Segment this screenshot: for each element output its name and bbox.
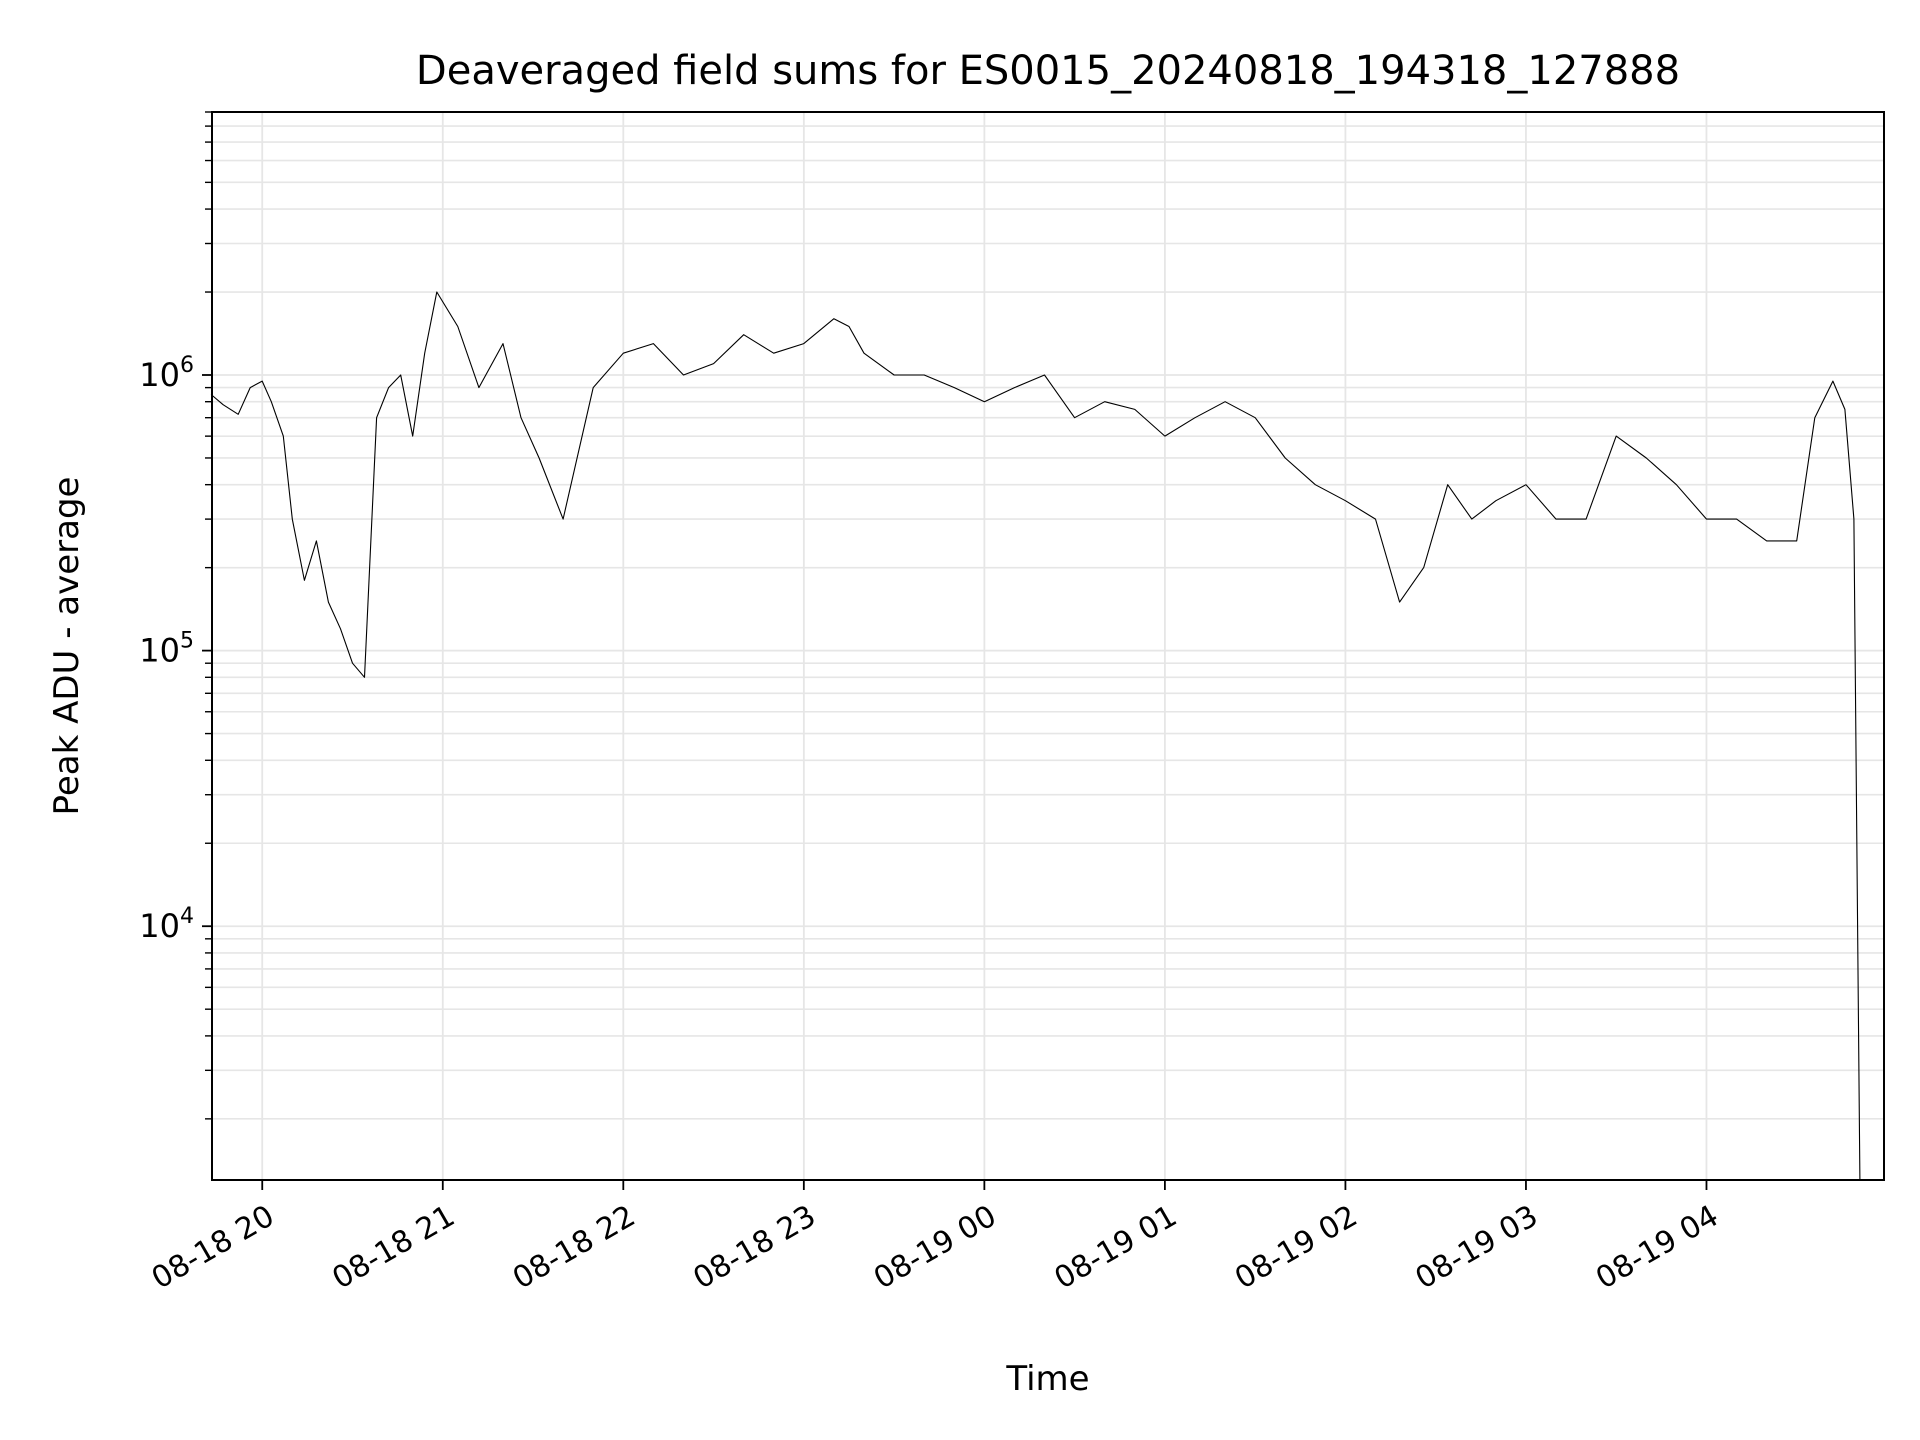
y-tick-label: 104 bbox=[139, 904, 194, 945]
x-tick-label: 08-19 04 bbox=[1590, 1199, 1724, 1297]
minor-gridlines bbox=[212, 111, 1884, 1120]
x-tick-label: 08-18 23 bbox=[688, 1199, 822, 1297]
x-tick-label: 08-19 03 bbox=[1410, 1199, 1544, 1297]
major-gridlines bbox=[212, 112, 1884, 1180]
chart-title: Deaveraged field sums for ES0015_2024081… bbox=[416, 48, 1680, 94]
x-axis-ticks: 08-18 20 08-18 21 08-18 22 08-18 23 08-19 00… bbox=[146, 1180, 1724, 1297]
x-tick-label: 08-18 20 bbox=[146, 1199, 280, 1297]
x-tick-label: 08-18 21 bbox=[326, 1199, 460, 1297]
y-axis-ticks: 104 105 106 bbox=[139, 111, 212, 1120]
series-line bbox=[210, 291, 1861, 1181]
y-axis-label: Peak ADU - average bbox=[47, 477, 87, 816]
x-tick-label: 08-19 01 bbox=[1049, 1199, 1183, 1297]
x-tick-label: 08-19 00 bbox=[868, 1199, 1002, 1297]
x-tick-label: 08-18 22 bbox=[507, 1199, 641, 1297]
y-tick-label: 105 bbox=[139, 629, 194, 670]
y-tick-label: 106 bbox=[139, 353, 194, 394]
x-tick-label: 08-19 02 bbox=[1229, 1199, 1363, 1297]
plot-area-frame bbox=[211, 111, 1885, 1181]
x-axis-label: Time bbox=[1005, 1359, 1089, 1399]
